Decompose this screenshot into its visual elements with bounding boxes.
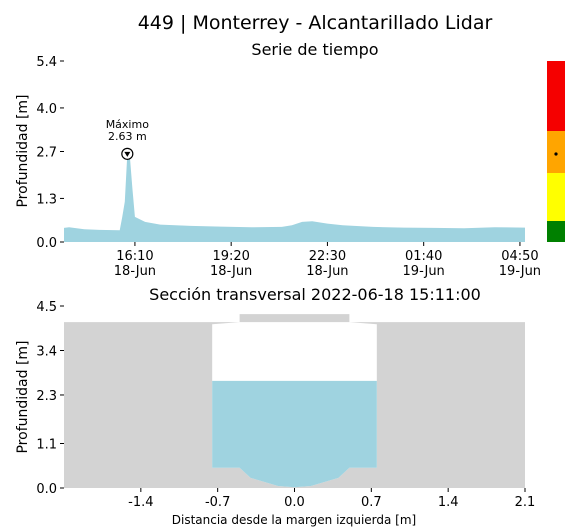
x-tick-label: -1.4 xyxy=(128,495,153,510)
figure-title: 449 | Monterrey - Alcantarillado Lidar xyxy=(138,12,493,34)
cross-section-x-ticks: -1.4 -0.7 0.0 0.7 1.4 2.1 xyxy=(128,488,535,510)
x-tick-label-date: 18-Jun xyxy=(210,264,252,279)
max-marker-triangle xyxy=(124,151,131,157)
cross-section-ylabel: Profundidad [m] xyxy=(15,340,31,453)
x-tick-label: 2.1 xyxy=(515,495,536,510)
level-band xyxy=(547,173,565,221)
level-indicator-dot xyxy=(554,152,558,156)
timeseries-title: Serie de tiempo xyxy=(251,40,378,59)
y-tick-label: 4.0 xyxy=(36,102,57,117)
x-tick-label-date: 19-Jun xyxy=(499,264,541,279)
cross-section-title: Sección transversal 2022-06-18 15:11:00 xyxy=(149,285,481,304)
x-tick-label-date: 19-Jun xyxy=(403,264,445,279)
x-tick-label: 1.4 xyxy=(438,495,459,510)
timeseries-y-ticks: 0.0 1.3 2.7 4.0 5.4 xyxy=(36,55,64,251)
x-tick-label-date: 18-Jun xyxy=(114,264,156,279)
y-tick-label: 1.1 xyxy=(36,438,57,453)
max-marker-icon xyxy=(121,147,134,160)
cross-section-shapes xyxy=(64,314,525,488)
x-tick-label-time: 22:30 xyxy=(309,249,346,264)
max-annotation-label: Máximo xyxy=(106,118,150,131)
cross-section-chart: Sección transversal 2022-06-18 15:11:00 … xyxy=(15,285,535,527)
cross-section-ground xyxy=(64,314,525,488)
depth-area-series xyxy=(64,153,525,242)
y-tick-label: 3.4 xyxy=(36,344,57,359)
timeseries-x-ticks: 16:1018-Jun19:2018-Jun22:3018-Jun01:4019… xyxy=(114,242,541,279)
y-tick-label: 2.3 xyxy=(36,389,57,404)
y-tick-label: 5.4 xyxy=(36,55,57,70)
y-tick-label: 1.3 xyxy=(36,192,57,207)
water-fill-area xyxy=(212,380,377,488)
cross-section-xlabel: Distancia desde la margen izquierda [m] xyxy=(172,513,416,527)
x-tick-label: -0.7 xyxy=(205,495,230,510)
level-band xyxy=(547,131,565,173)
y-tick-label: 0.0 xyxy=(36,236,57,251)
x-tick-label-date: 18-Jun xyxy=(306,264,348,279)
level-color-scale xyxy=(547,61,565,242)
x-tick-label-time: 16:10 xyxy=(116,249,153,264)
level-band xyxy=(547,221,565,242)
cross-section-y-ticks: 0.0 1.1 2.3 3.4 4.5 xyxy=(36,300,64,497)
x-tick-label: 0.0 xyxy=(284,495,305,510)
timeseries-area-layer xyxy=(64,153,525,242)
x-tick-label-time: 04:50 xyxy=(501,249,538,264)
level-band xyxy=(547,61,565,131)
x-tick-label: 0.7 xyxy=(361,495,382,510)
timeseries-chart: Serie de tiempo Profundidad [m] 0.0 1.3 2.… xyxy=(15,40,541,279)
x-tick-label-time: 01:40 xyxy=(405,249,442,264)
y-tick-label: 0.0 xyxy=(36,482,57,497)
x-tick-label-time: 19:20 xyxy=(212,249,249,264)
y-tick-label: 2.7 xyxy=(36,146,57,161)
max-annotation-value: 2.63 m xyxy=(108,130,147,143)
timeseries-ylabel: Profundidad [m] xyxy=(15,94,31,207)
y-tick-label: 4.5 xyxy=(36,300,57,315)
max-annotation: Máximo 2.63 m xyxy=(106,118,150,160)
